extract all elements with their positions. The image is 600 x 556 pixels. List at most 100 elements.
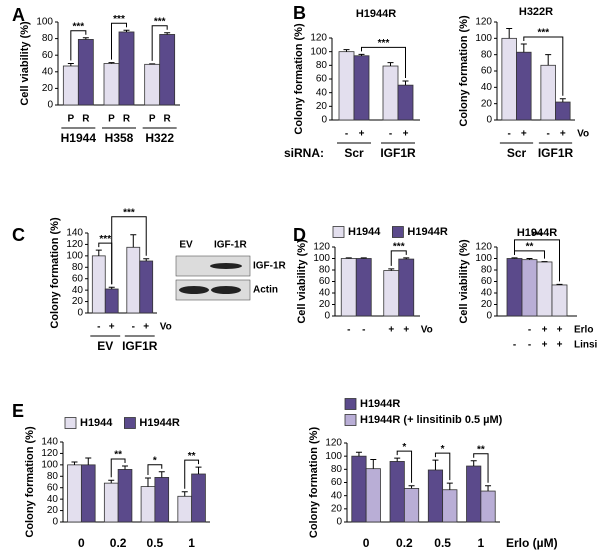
significance-label: *** [378,38,390,49]
significance-label: *** [113,14,125,25]
y-tick-label: 0 [77,308,83,319]
legend-swatch [392,226,404,238]
blot-lane-label: IGF-1R [214,240,248,251]
category-label: siRNA: [284,146,324,160]
x-tick-label: 1 [478,536,485,550]
error-bar [559,98,566,103]
bar [516,51,532,121]
error-bar [360,257,367,259]
condition-label: - [528,340,531,351]
error-bar [108,62,115,64]
bar [389,461,405,523]
y-tick-label: 100 [66,250,83,261]
bar [191,473,206,523]
significance-label: *** [537,28,549,39]
significance-bracket [396,450,413,483]
error-bar [123,29,130,32]
x-tick-label: IGF1R [122,339,158,353]
condition-label: + [560,129,566,140]
y-tick-label: 80 [331,464,343,475]
chart-title: H1944R [356,8,396,20]
blot-band-label: Actin [253,285,278,296]
x-tick-label: H358 [105,131,134,145]
condition-label: + [542,340,548,351]
x-tick-label: 0.2 [396,536,413,550]
significance-label: ** [526,242,534,253]
y-tick-label: 40 [331,490,343,501]
x-tick-label: H322 [145,131,174,145]
bar [103,482,119,523]
condition-label: - [528,325,531,336]
x-tick-label: Scr [344,146,364,160]
error-bar [181,491,188,497]
condition-label: + [403,325,409,336]
error-bar [164,32,171,35]
y-tick-label: 100 [41,459,58,470]
error-bar [345,257,352,259]
error-bar [71,461,78,465]
error-bar [432,459,439,470]
error-bar [470,460,477,467]
bar [351,455,367,523]
significance-bracket [147,464,163,475]
y-axis-label: Cell viability (%) [296,239,308,324]
significance-label: *** [531,231,543,242]
error-bar [195,466,202,474]
y-tick-label: 60 [481,66,493,77]
bar [501,37,517,121]
error-bar [343,49,350,52]
y-tick-label: 40 [319,288,331,299]
x-tick-label: H1944 [61,131,97,145]
bar [140,486,156,523]
condition-label: + [388,325,394,336]
bar [383,270,400,317]
condition-label: R [123,114,131,125]
condition-label: + [109,322,115,333]
bar [104,288,119,314]
y-tick-label: 20 [481,299,493,310]
y-tick-label: 100 [313,253,330,264]
y-tick-label: 20 [316,101,328,112]
bar [77,39,94,106]
y-tick-label: 40 [42,66,54,77]
y-tick-label: 100 [325,451,342,462]
y-tick-label: 40 [481,82,493,93]
y-axis-label: Cell viability (%) [19,21,31,106]
bar [118,31,135,106]
y-tick-label: 20 [319,299,331,310]
significance-bracket [434,452,451,481]
condition-label: + [557,325,563,336]
bar [177,495,193,523]
y-axis-label: Colony formation (%) [24,426,36,538]
condition-label: R [82,114,90,125]
error-bar [108,286,115,289]
y-axis-label: Colony formation (%) [293,23,305,135]
y-tick-label: 60 [316,74,328,85]
error-bar [158,471,165,478]
y-axis-label: Colony formation (%) [458,15,470,127]
bar [117,469,133,523]
y-tick-label: 80 [42,33,54,44]
chart-title: H322R [519,6,553,18]
panel-label: C [12,225,25,245]
y-tick-label: 20 [47,505,59,516]
condition-label: - [362,325,365,336]
y-tick-label: 120 [310,33,327,44]
bar [506,258,523,317]
y-tick-label: 120 [313,242,330,253]
error-bar [545,54,552,66]
bar [80,464,96,523]
bar [355,258,372,317]
y-tick-label: 60 [72,273,84,284]
y-tick-label: 40 [47,494,59,505]
y-tick-label: 0 [52,517,58,528]
legend-label: H1944R [139,417,179,429]
y-tick-label: 60 [331,477,343,488]
error-bar [388,268,395,271]
bar [353,55,370,121]
condition-label: - [547,129,550,140]
bar [67,464,82,523]
significance-label: *** [154,16,166,27]
bar [555,101,571,121]
